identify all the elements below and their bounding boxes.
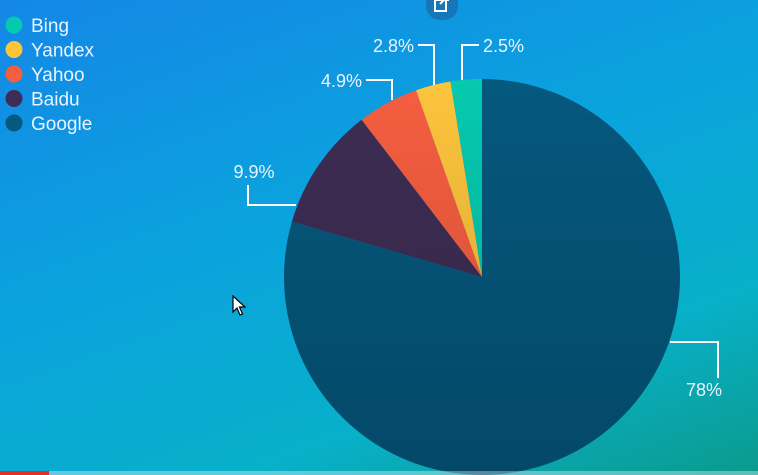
leader-line-yandex — [418, 44, 435, 85]
video-progress-fill — [0, 471, 50, 475]
legend-label-yandex: Yandex — [31, 41, 95, 62]
leader-line-yahoo — [366, 79, 393, 100]
video-progress-track[interactable] — [0, 471, 758, 475]
legend-swatch-yahoo — [5, 65, 23, 83]
legend-swatch-google — [5, 114, 23, 132]
data-label-yandex: 2.8% — [373, 36, 414, 56]
data-label-google: 78% — [686, 380, 722, 400]
data-label-yahoo: 4.9% — [321, 71, 362, 91]
legend-label-google: Google — [31, 114, 92, 135]
share-icon[interactable] — [426, 0, 458, 20]
legend-swatch-bing — [5, 16, 23, 34]
pie-slices — [284, 79, 680, 475]
legend-label-bing: Bing — [31, 16, 69, 37]
pie-shading — [284, 79, 680, 475]
mouse-pointer-icon — [232, 294, 247, 322]
data-label-bing: 2.5% — [483, 36, 524, 56]
leader-line-bing — [461, 44, 479, 80]
data-label-baidu: 9.9% — [233, 162, 274, 182]
legend-label-baidu: Baidu — [31, 90, 80, 111]
legend-swatch-baidu — [5, 90, 23, 107]
legend-label-yahoo: Yahoo — [31, 65, 85, 86]
leader-line-google — [670, 341, 719, 378]
data-labels: 78% 9.9% 4.9% 2.8% 2.5% — [233, 36, 722, 400]
legend: Bing Yandex Yahoo Baidu Google — [5, 16, 95, 135]
legend-swatch-yandex — [5, 41, 23, 58]
leader-line-baidu — [247, 185, 296, 206]
